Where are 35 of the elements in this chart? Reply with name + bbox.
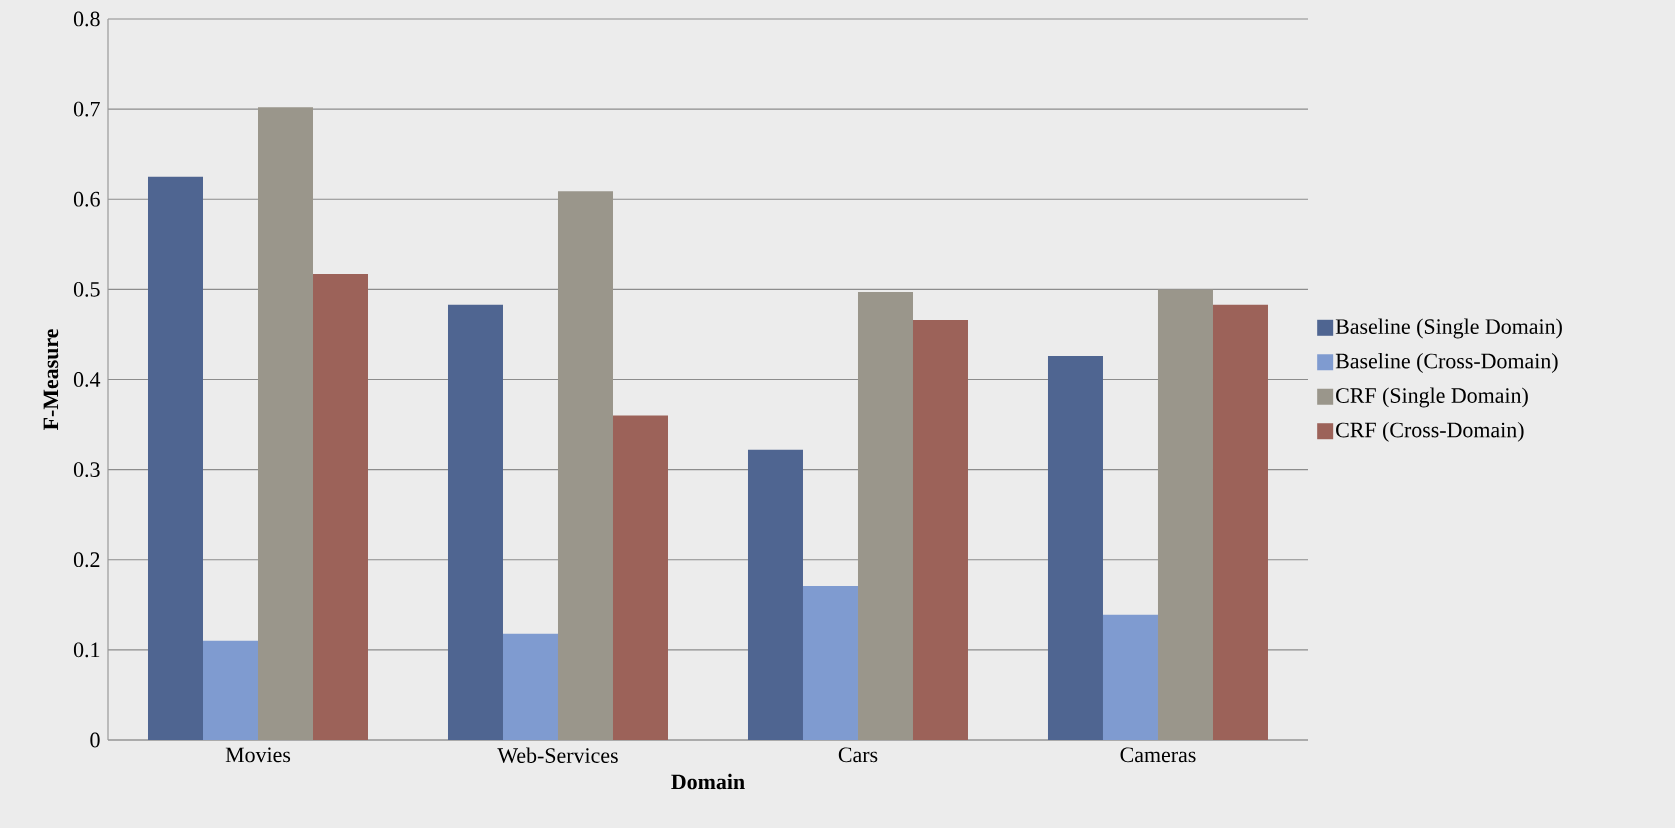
bar [557,191,613,740]
bar [912,320,968,740]
bar [203,640,258,740]
x-tick-label: Movies [225,747,291,763]
y-tick-label: 0.5 [73,281,100,297]
legend-label: Baseline (Cross-Domain) [1335,353,1558,373]
bar [313,274,368,740]
x-axis-title: Domain [671,773,745,790]
bar [258,107,313,740]
y-axis-title: F-Measure [43,329,59,431]
x-tick-label: Web-Services [497,747,618,764]
x-tick-label: Cameras [1120,747,1196,763]
bar [747,449,803,740]
bar [1212,304,1268,740]
y-tick-label: 0.8 [73,11,100,27]
bar [1102,614,1158,740]
legend-label: CRF (Cross-Domain) [1336,421,1524,442]
bar [502,633,558,740]
bar [802,585,858,740]
y-tick-label: 0.1 [73,642,100,658]
legend-label: CRF (Single Domain) [1336,387,1528,408]
y-tick-label: 0 [90,732,100,748]
y-tick-label: 0.7 [73,101,100,117]
y-tick-label: 0.4 [73,372,101,387]
bar [447,304,503,740]
y-tick-label: 0.2 [73,552,100,568]
bar [1157,289,1213,740]
bar [613,415,668,740]
y-tick-label: 0.6 [73,191,100,207]
bar [148,176,203,740]
y-tick-label: 0.3 [73,462,100,478]
bar [1047,356,1103,740]
x-tick-label: Cars [838,747,878,763]
legend-label: Baseline (Single Domain) [1335,318,1562,339]
bar [857,292,913,740]
